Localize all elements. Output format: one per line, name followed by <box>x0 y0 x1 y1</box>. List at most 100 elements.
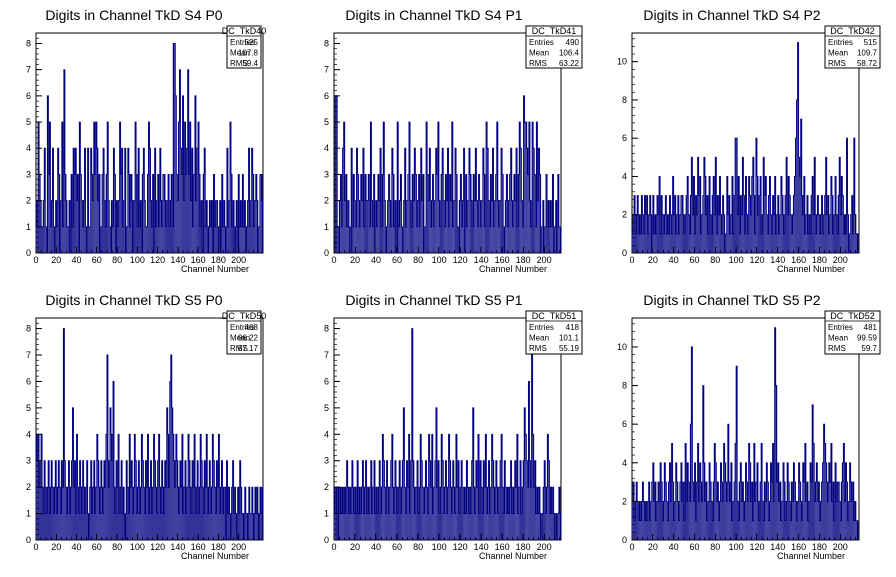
histogram-bar <box>667 520 669 540</box>
histogram-bar <box>684 233 685 253</box>
histogram-bar <box>691 157 693 253</box>
histogram-bar <box>136 174 137 253</box>
histogram-bar <box>765 176 767 253</box>
histogram-bar <box>387 487 389 540</box>
histogram-bar <box>650 214 652 253</box>
histogram-bar <box>470 513 472 540</box>
x-tick-label: 200 <box>833 255 848 265</box>
histogram-bar <box>179 69 181 253</box>
histogram-bar <box>50 226 52 253</box>
stats-name: DC_TkD41 <box>532 26 577 36</box>
histogram-bar <box>255 174 257 253</box>
y-tick-label: 1 <box>26 222 31 232</box>
histogram-bar <box>811 482 812 540</box>
histogram-bar <box>662 520 663 540</box>
histogram-bar <box>704 501 706 540</box>
histogram-bar <box>49 513 50 540</box>
histogram-bar <box>842 462 844 540</box>
histogram-bar <box>171 174 172 253</box>
x-tick-label: 140 <box>170 542 185 552</box>
histogram-bar <box>640 520 642 540</box>
histogram-bar <box>839 157 841 253</box>
x-tick-label: 0 <box>629 255 634 265</box>
histogram-bar <box>73 487 75 540</box>
histogram-bar <box>519 122 521 253</box>
histogram-bar <box>340 174 342 253</box>
histogram-bar <box>372 226 374 253</box>
histogram-bar <box>658 482 659 540</box>
histogram-bar <box>704 176 706 253</box>
histogram-bar <box>85 226 87 253</box>
histogram-bar <box>193 487 194 540</box>
histogram-bar <box>241 226 243 253</box>
histogram-bar <box>551 226 553 253</box>
chart-title: Digits in Channel TkD S5 P2 <box>643 292 820 308</box>
stats-box <box>226 25 262 69</box>
histogram-bar <box>753 195 755 253</box>
stats-label: Entries <box>529 323 554 332</box>
histogram-bar <box>823 424 825 540</box>
histogram-bar <box>249 226 251 253</box>
histogram-bar <box>683 482 684 540</box>
x-tick-label: 160 <box>791 542 806 552</box>
histogram-bar <box>198 122 199 253</box>
histogram-bar <box>84 513 86 540</box>
histogram-bar <box>527 174 529 253</box>
histogram-bar <box>215 513 217 540</box>
histogram-bar <box>256 200 258 253</box>
histogram-bar <box>814 501 816 540</box>
histogram-bar <box>492 460 494 540</box>
histogram-bar <box>48 460 49 540</box>
y-tick-label: 5 <box>324 403 329 413</box>
histogram-bar <box>341 513 343 540</box>
histogram-bar <box>217 226 219 253</box>
histogram-bar <box>243 226 245 253</box>
histogram-bar <box>844 501 846 540</box>
histogram-bar <box>761 443 762 540</box>
histogram-bar <box>93 460 95 540</box>
histogram-bar <box>752 157 754 253</box>
histogram-panel-5: Digits in Channel TkD S5 P20 20 40 60 80 100 1… <box>617 292 881 561</box>
y-tick-label: 2 <box>26 196 31 206</box>
histogram-bar <box>144 200 146 253</box>
histogram-bar <box>779 482 781 540</box>
histogram-bar <box>660 233 661 253</box>
histogram-bar <box>445 460 447 540</box>
histogram-bar <box>756 176 758 253</box>
histogram-bar <box>797 42 799 253</box>
histogram-bar <box>114 487 115 540</box>
x-tick-label: 60 <box>689 255 699 265</box>
stats-label: RMS <box>230 344 248 353</box>
histogram-bar <box>219 513 221 540</box>
histogram-bar <box>78 513 80 540</box>
x-axis-label: Channel Number <box>181 264 249 274</box>
histogram-bar <box>418 513 419 540</box>
histogram-bar <box>210 513 212 540</box>
histogram-bar <box>649 520 651 540</box>
histogram-bar <box>539 174 541 253</box>
x-tick-label: 0 <box>33 255 38 265</box>
histogram-bar <box>521 513 522 540</box>
histogram-bar <box>483 174 485 253</box>
y-tick-label: 6 <box>26 91 31 101</box>
histogram-bar <box>643 501 645 540</box>
histogram-bar <box>462 487 464 540</box>
histogram-bar <box>479 513 480 540</box>
histogram-bar <box>644 520 646 540</box>
histogram-bar <box>233 513 235 540</box>
histogram-bar <box>489 226 491 253</box>
histogram-bar <box>41 226 42 253</box>
histogram-bar <box>356 513 357 540</box>
histogram-bar <box>64 460 66 540</box>
x-tick-label: 160 <box>791 255 806 265</box>
histogram-bar <box>128 513 130 540</box>
stats-label: Mean <box>828 334 848 343</box>
histogram-bar <box>72 226 73 253</box>
histogram-bar <box>96 148 98 253</box>
stats-value: 99.59 <box>857 334 878 343</box>
x-tick-label: 80 <box>413 542 423 552</box>
histogram-bar <box>484 487 486 540</box>
histogram-bar <box>821 482 823 540</box>
stats-label: Entries <box>529 38 554 47</box>
histogram-bar <box>493 226 495 253</box>
